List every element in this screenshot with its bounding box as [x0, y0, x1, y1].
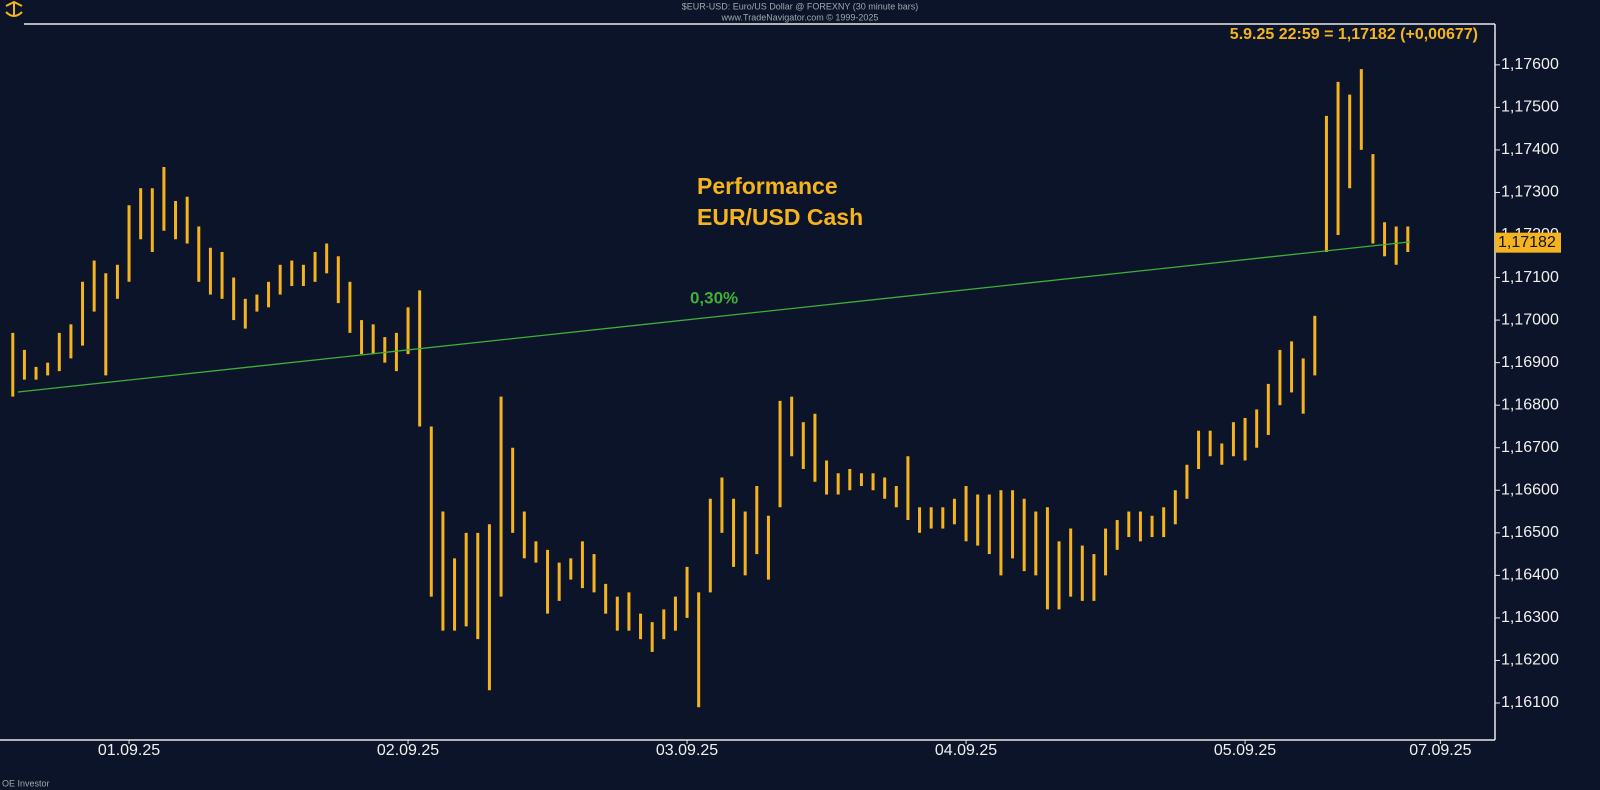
annotation: EUR/USD Cash: [697, 204, 863, 230]
trend-line: [17, 241, 1411, 393]
y-tick-label: 1,16100: [1501, 694, 1559, 711]
y-tick-label: 1,16200: [1501, 652, 1559, 669]
last-price-tag: [1495, 232, 1561, 253]
y-tick-label: 1,17400: [1501, 141, 1559, 158]
last-price-label: 1,17182: [1498, 234, 1556, 251]
y-tick-label: 1,17000: [1501, 311, 1559, 328]
chart-subtitle: www.TradeNavigator.com © 1999-2025: [721, 12, 879, 22]
y-tick-label: 1,17300: [1501, 184, 1559, 201]
annotation: Performance: [697, 173, 838, 199]
quote: 5.9.25 22:59 = 1,17182 (+0,00677): [1230, 26, 1478, 43]
trend-label: 0,30%: [690, 288, 738, 307]
y-tick-label: 1,17600: [1501, 56, 1559, 73]
y-tick-label: 1,16500: [1501, 524, 1559, 541]
y-tick-label: 1,17100: [1501, 269, 1559, 286]
y-tick-label: 1,17500: [1501, 99, 1559, 116]
x-tick-label: 05.09.25: [1214, 742, 1276, 759]
chart-title: $EUR-USD: Euro/US Dollar @ FOREXNY (30 m…: [682, 1, 919, 11]
x-tick-label: 02.09.25: [377, 742, 439, 759]
x-tick-label: 04.09.25: [935, 742, 997, 759]
logo: [5, 0, 23, 17]
y-tick-label: 1,16600: [1501, 481, 1559, 498]
y-tick-label: 1,16300: [1501, 609, 1559, 626]
y-tick-label: 1,16700: [1501, 439, 1559, 456]
x-tick-label: 01.09.25: [98, 742, 160, 759]
x-tick-label: 07.09.25: [1409, 742, 1471, 759]
y-tick-label: 1,16400: [1501, 567, 1559, 584]
x-tick-label: 03.09.25: [656, 742, 718, 759]
footer: OE Investor: [2, 778, 50, 788]
y-tick-label: 1,16900: [1501, 354, 1559, 371]
y-tick-label: 1,16800: [1501, 396, 1559, 413]
